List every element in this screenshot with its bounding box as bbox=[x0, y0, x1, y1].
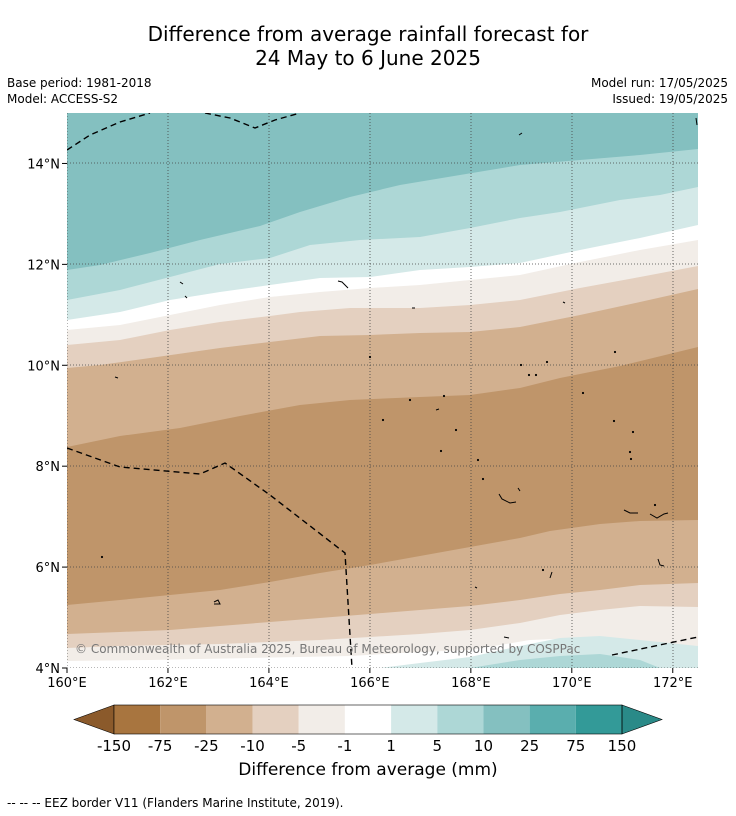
lat-tick-label: 12°N bbox=[27, 258, 60, 273]
colorbar-segment bbox=[160, 705, 207, 734]
colorbar-title: Difference from average (mm) bbox=[238, 760, 498, 780]
map-title: Difference from average rainfall forecas… bbox=[0, 22, 736, 70]
grid-lines bbox=[67, 113, 698, 668]
colorbar-segment bbox=[529, 705, 576, 734]
colorbar-segment bbox=[298, 705, 345, 734]
lat-tick-label: 4°N bbox=[36, 662, 61, 677]
eez-borders bbox=[67, 113, 698, 668]
colorbar-tick-label: 1 bbox=[386, 737, 396, 755]
meta-left: Base period: 1981-2018 Model: ACCESS-S2 bbox=[7, 75, 152, 107]
colorbar-tick-label: 150 bbox=[608, 737, 637, 755]
lat-tick-label: 6°N bbox=[36, 561, 61, 576]
issued-date: Issued: 19/05/2025 bbox=[612, 92, 728, 106]
colorbar-tick-label: 5 bbox=[432, 737, 442, 755]
title-line-2: 24 May to 6 June 2025 bbox=[255, 46, 481, 70]
base-period: Base period: 1981-2018 bbox=[7, 76, 152, 90]
lat-tick-label: 14°N bbox=[27, 157, 60, 172]
colorbar-tick-label: -25 bbox=[194, 737, 219, 755]
band-minus75-minus25 bbox=[67, 347, 698, 605]
colorbar-tick-label: -150 bbox=[97, 737, 131, 755]
meta-right: Model run: 17/05/2025 Issued: 19/05/2025 bbox=[591, 75, 728, 107]
lon-tick-label: 162°E bbox=[148, 676, 188, 691]
band-south-plus5 bbox=[470, 654, 660, 668]
colorbar-tick-label: 25 bbox=[520, 737, 539, 755]
colorbar-extend-high bbox=[621, 704, 663, 735]
colorbar-tick-label: -5 bbox=[291, 737, 306, 755]
colorbar-segment bbox=[437, 705, 484, 734]
colorbar-segment bbox=[344, 705, 392, 734]
eez-footnote: -- -- -- EEZ border V11 (Flanders Marine… bbox=[7, 796, 344, 810]
lon-tick-label: 170°E bbox=[552, 676, 592, 691]
lon-tick-label: 166°E bbox=[350, 676, 390, 691]
longitude-axis: 160°E 162°E 164°E 166°E 168°E 170°E 172°E bbox=[47, 668, 693, 691]
colorbar-tick-label: -1 bbox=[337, 737, 352, 755]
lat-tick-label: 8°N bbox=[36, 460, 61, 475]
colorbar-tick-label: 10 bbox=[474, 737, 493, 755]
rainfall-contours bbox=[67, 113, 698, 668]
lon-tick-label: 164°E bbox=[249, 676, 289, 691]
lon-tick-label: 172°E bbox=[653, 676, 693, 691]
islands bbox=[100, 117, 698, 639]
colorbar-segment bbox=[575, 705, 622, 734]
colorbar: -150 -75 -25 -10 -5 -1 1 5 10 25 75 150 bbox=[73, 704, 663, 755]
colorbar-segment bbox=[483, 705, 530, 734]
lon-tick-label: 160°E bbox=[47, 676, 87, 691]
copyright-notice: © Commonwealth of Australia 2025, Bureau… bbox=[75, 642, 580, 656]
colorbar-tick-label: -10 bbox=[240, 737, 265, 755]
colorbar-extend-low bbox=[73, 704, 115, 735]
colorbar-tick-label: 75 bbox=[566, 737, 585, 755]
model-name: Model: ACCESS-S2 bbox=[7, 92, 119, 106]
colorbar-frame bbox=[113, 704, 623, 735]
colorbar-segment bbox=[391, 705, 438, 734]
title-line-1: Difference from average rainfall forecas… bbox=[147, 22, 589, 46]
latitude-axis: 4°N 6°N 8°N 10°N 12°N 14°N bbox=[27, 157, 67, 677]
colorbar-segment bbox=[252, 705, 299, 734]
lat-tick-label: 10°N bbox=[27, 359, 60, 374]
lon-tick-label: 168°E bbox=[451, 676, 491, 691]
colorbar-segment bbox=[114, 705, 161, 734]
colorbar-tick-label: -75 bbox=[148, 737, 173, 755]
model-run: Model run: 17/05/2025 bbox=[590, 76, 728, 90]
colorbar-segment bbox=[206, 705, 253, 734]
